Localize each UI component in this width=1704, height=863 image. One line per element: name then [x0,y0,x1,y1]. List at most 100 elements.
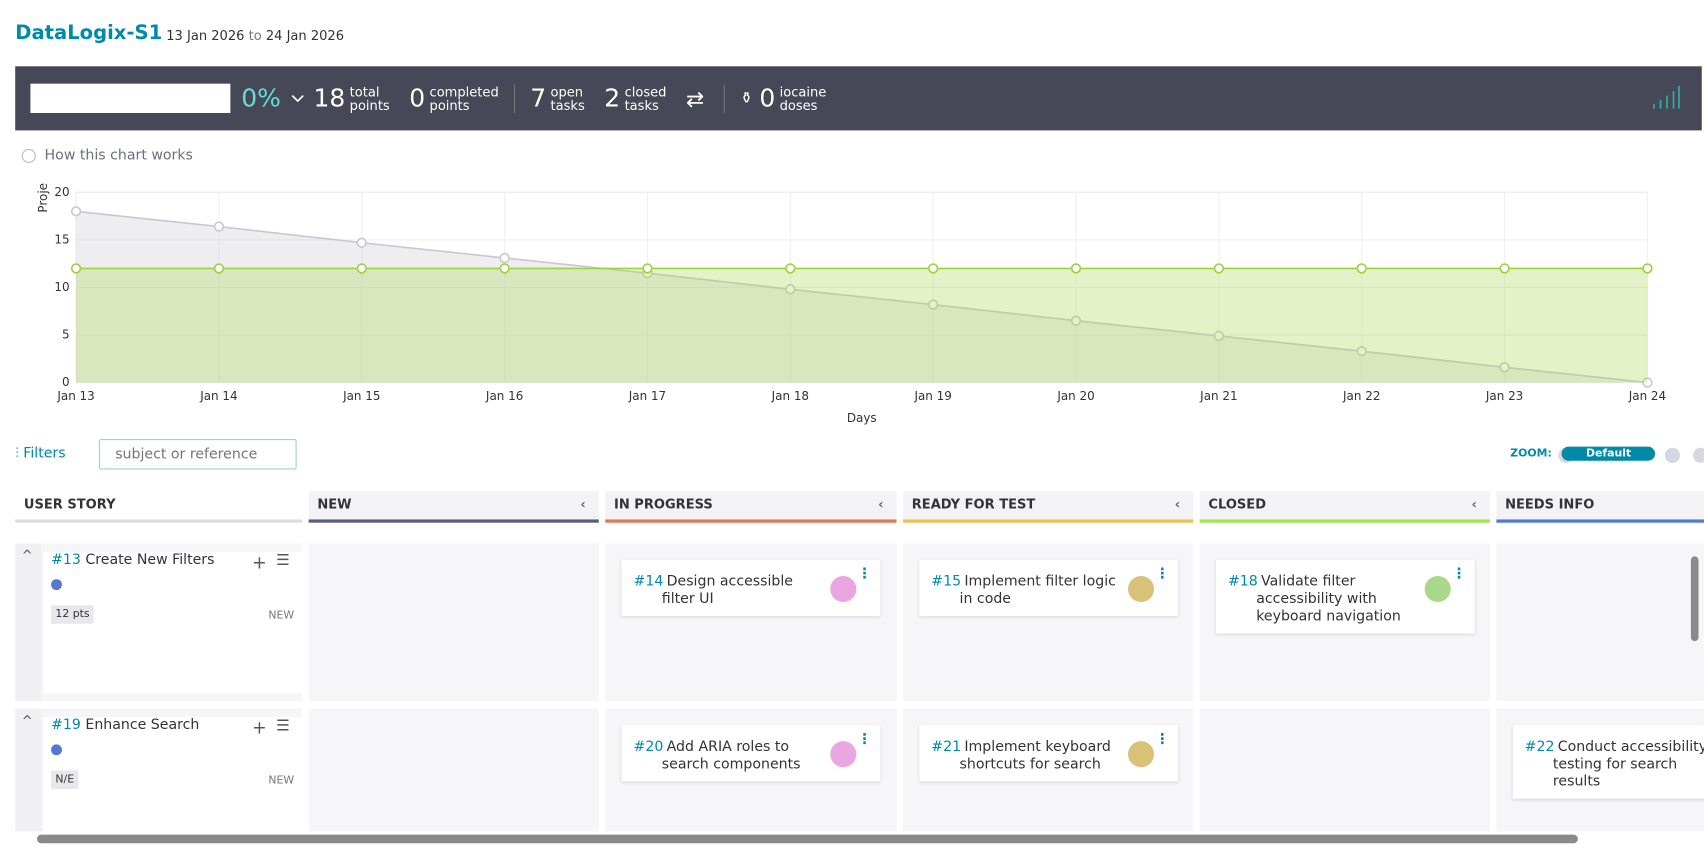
task-cell [308,543,599,701]
expand[interactable]: ^ [21,712,33,729]
story-subject: Enhance Search [85,717,200,734]
x-tick-label: Jan 24 [1628,389,1666,403]
stat-label: open tasks [550,84,585,113]
x-tick-label: Jan 13 [56,389,94,403]
v-scrollbar[interactable] [1690,556,1699,642]
progress-bar [30,83,231,114]
board: ^ #13 Create New Filters + ☰ 12 pts NEW #14 Des… [15,543,1704,832]
task-subject: Implement filter logic in code [959,573,1116,608]
avatar [1424,575,1451,603]
point [356,263,367,274]
collapse[interactable]: ‹ [878,496,884,512]
bulk[interactable]: ☰ [276,717,290,735]
column-name: CLOSED [1208,496,1267,512]
stat: 0 iocaine doses [759,84,826,112]
stat-value: 0 [759,84,776,113]
task-cell [308,708,599,832]
line [75,210,1648,384]
task-cell: #21 Implement keyboard shortcuts for sear… [903,708,1194,832]
task-ref: #20 [633,738,664,756]
stat-value: 2 [604,84,621,113]
task-card[interactable]: #22 Conduct accessibility testing for sea… [1512,724,1704,799]
separator [723,84,725,113]
task-ref: #21 [931,738,962,756]
filters-label[interactable]: Filters [23,445,66,462]
task-card[interactable]: #21 Implement keyboard shortcuts for sear… [919,724,1178,782]
x-axis-title: Days [847,411,877,425]
y-tick-label: 10 [54,280,69,294]
stat: 2 closed tasks [604,84,666,112]
stat-value: 0 [409,84,426,113]
task-subject: Conduct accessibility testing for search… [1552,738,1704,791]
sprint-dates: 13 Jan 2026 to 24 Jan 2026 [166,28,344,43]
caret[interactable] [290,93,305,104]
point [928,299,939,310]
task-subject: Add ARIA roles to search components [661,738,801,773]
task-card[interactable]: #14 Design accessible filter UI ⋮ [621,559,881,617]
graph-icon[interactable] [1652,85,1680,111]
task-subject: Design accessible filter UI [661,573,794,608]
point [1499,362,1510,373]
filters-button[interactable]: ⫶ Filters [15,445,66,462]
collapse[interactable]: ‹ [1174,496,1181,512]
task-menu[interactable]: ⋮ [857,731,872,748]
task-menu[interactable]: ⋮ [857,566,872,583]
expand[interactable]: ^ [21,547,33,563]
start-date: 13 Jan 2026 [166,28,245,44]
point [1642,377,1653,388]
help-text[interactable]: How this chart works [44,147,193,165]
task-cell [1496,543,1704,701]
story-title: #19 Enhance Search [51,717,199,733]
x-tick-label: Jan 14 [199,389,237,403]
zoom-dot[interactable] [1693,447,1704,463]
story-status: NEW [268,774,295,787]
to: to [248,28,262,44]
collapse[interactable]: ‹ [1471,496,1477,512]
task-cell: #14 Design accessible filter UI ⋮ [605,543,897,701]
story-side [15,543,42,701]
collapse[interactable]: ‹ [580,496,586,512]
task-card[interactable]: #15 Implement filter logic in code ⋮ [919,559,1178,617]
task-menu[interactable]: ⋮ [1155,566,1170,583]
story: #19 Enhance Search + ☰ N/E NEW [43,717,331,832]
column-name: USER STORY [23,496,116,512]
y-axis-title: Proje [36,183,50,213]
task-menu[interactable]: ⋮ [1451,566,1466,583]
column-name: NEW [317,496,352,512]
zoom-dot[interactable] [1664,447,1681,463]
x-tick-label: Jan 18 [771,389,809,403]
zoom-level[interactable]: Default [1562,446,1656,461]
task-title: #18 Validate filter accessibility with ke… [1228,574,1414,626]
add[interactable]: + [252,552,267,573]
x-tick-label: Jan 15 [342,389,380,403]
search-input[interactable] [98,439,297,470]
x-tick-label: Jan 19 [913,389,951,403]
task-subject: Validate filter accessibility with keybo… [1256,573,1401,625]
stat: 7 open tasks [530,84,585,112]
column-header: NEW ‹ [308,491,599,523]
progress: 0% [241,84,281,113]
h-scrollbar[interactable] [36,834,1578,844]
task-card[interactable]: #20 Add ARIA roles to search components ⋮ [621,724,881,782]
task-subject: Implement keyboard shortcuts for search [959,738,1111,773]
point [1356,263,1367,274]
task-ref: #15 [931,573,962,591]
point [1499,263,1510,274]
task-menu[interactable]: ⋮ [1155,731,1170,748]
task-card[interactable]: #18 Validate filter accessibility with ke… [1216,559,1475,634]
story-ref: #13 [51,552,81,569]
point [1213,330,1225,342]
stat-value: 7 [530,84,547,113]
point [1356,345,1367,357]
bulk[interactable]: ☰ [276,552,290,570]
avatar [830,741,857,768]
points: 12 pts [51,605,94,624]
y-tick-label: 5 [62,327,70,341]
x-tick-label: Jan 23 [1485,389,1523,403]
add[interactable]: + [252,717,267,738]
help-link[interactable]: How this chart works [21,147,193,165]
stats: 18 total points 0 completed points 7 open tas… [314,84,846,113]
stat: 0 completed points [409,84,498,112]
avatar [830,575,857,603]
task-cell: #18 Validate filter accessibility with ke… [1199,543,1490,701]
